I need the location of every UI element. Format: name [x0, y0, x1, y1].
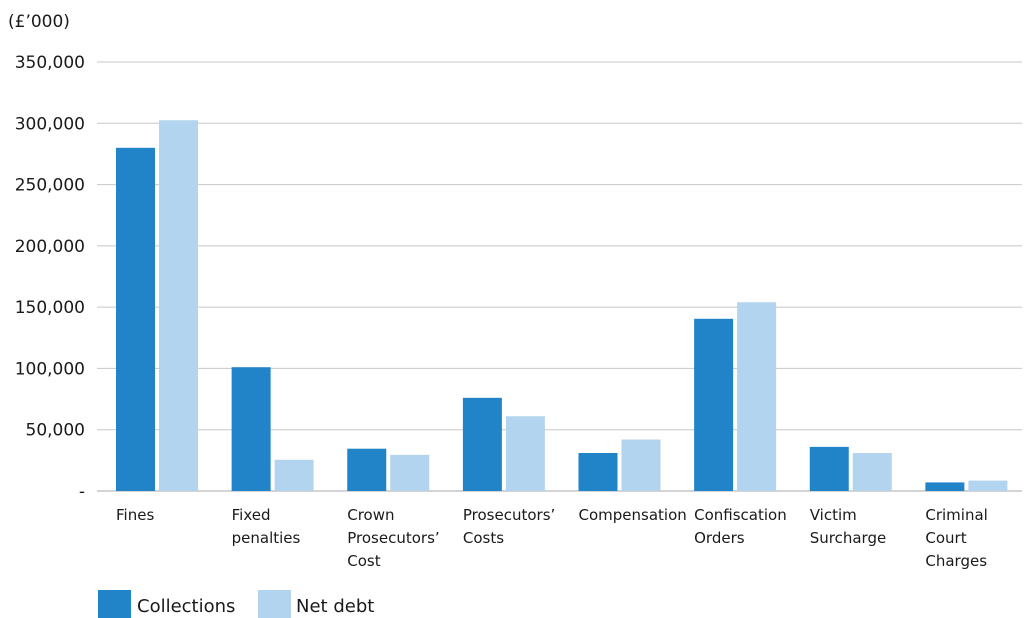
- x-category-label: Compensation: [579, 506, 687, 524]
- legend-label: Net debt: [296, 596, 374, 617]
- x-category-label-line: Charges: [925, 552, 987, 570]
- y-tick-label: 50,000: [26, 421, 85, 441]
- bar-collections: [578, 453, 618, 491]
- y-tick-label: -: [79, 482, 85, 502]
- x-category-label-line: Prosecutors’: [347, 529, 439, 547]
- bar-collections: [809, 446, 849, 491]
- bar-collections: [462, 397, 502, 491]
- y-axis-unit-label: (£’000): [8, 12, 70, 32]
- x-category-label: Criminal Court Charges: [925, 506, 987, 570]
- x-category-label-line: Compensation: [579, 506, 687, 524]
- x-category-label-line: Orders: [694, 529, 745, 547]
- legend-swatch: [258, 590, 291, 618]
- y-axis-ticks: - 50,000 100,000 150,000 200,000 250,000 300,0…: [15, 53, 85, 502]
- x-category-label-line: Prosecutors’: [463, 506, 555, 524]
- bar-net-debt: [505, 416, 545, 491]
- bar-net-debt: [390, 454, 430, 491]
- x-category-label: Prosecutors’ Costs: [463, 506, 555, 547]
- y-tick-label: 150,000: [15, 298, 85, 318]
- x-category-label-line: Court: [925, 529, 966, 547]
- x-category-label: Victim Surcharge: [810, 506, 886, 547]
- legend-label: Collections: [137, 596, 235, 617]
- bar-collections: [925, 482, 965, 491]
- x-category-label-line: Victim: [810, 506, 857, 524]
- x-category-label: Crown Prosecutors’ Cost: [347, 506, 439, 570]
- legend-swatch: [98, 590, 131, 618]
- bar-net-debt: [737, 302, 777, 491]
- y-tick-label: 300,000: [15, 114, 85, 134]
- x-category-label-line: Criminal: [925, 506, 987, 524]
- bar-collections: [116, 147, 155, 492]
- x-category-label-line: Costs: [463, 529, 504, 547]
- x-category-label-line: Confiscation: [694, 506, 787, 524]
- bar-net-debt: [968, 480, 1008, 491]
- bar-net-debt: [852, 453, 892, 491]
- bars: [116, 120, 1008, 492]
- bar-collections: [347, 448, 387, 491]
- x-category-label-line: Crown: [347, 506, 394, 524]
- x-category-label: Confiscation Orders: [694, 506, 787, 547]
- x-category-label: Fines: [116, 506, 154, 524]
- bar-collections: [694, 318, 734, 491]
- x-category-label-line: Fines: [116, 506, 154, 524]
- bar-net-debt: [159, 120, 198, 491]
- x-category-label: Fixed penalties: [232, 506, 301, 547]
- legend: Collections Net debt: [98, 590, 374, 618]
- y-tick-label: 100,000: [15, 359, 85, 379]
- x-category-label-line: Fixed: [232, 506, 271, 524]
- x-category-label-line: penalties: [232, 529, 301, 547]
- x-axis-labels: Fines Fixed penalties Crown Prosecutors’ Cost…: [116, 506, 988, 570]
- bar-collections: [231, 367, 271, 491]
- x-category-label-line: Surcharge: [810, 529, 886, 547]
- y-tick-label: 200,000: [15, 237, 85, 257]
- x-category-label-line: Cost: [347, 552, 380, 570]
- bar-net-debt: [274, 459, 314, 491]
- y-tick-label: 250,000: [15, 176, 85, 196]
- bar-net-debt: [621, 439, 661, 491]
- y-tick-label: 350,000: [15, 53, 85, 73]
